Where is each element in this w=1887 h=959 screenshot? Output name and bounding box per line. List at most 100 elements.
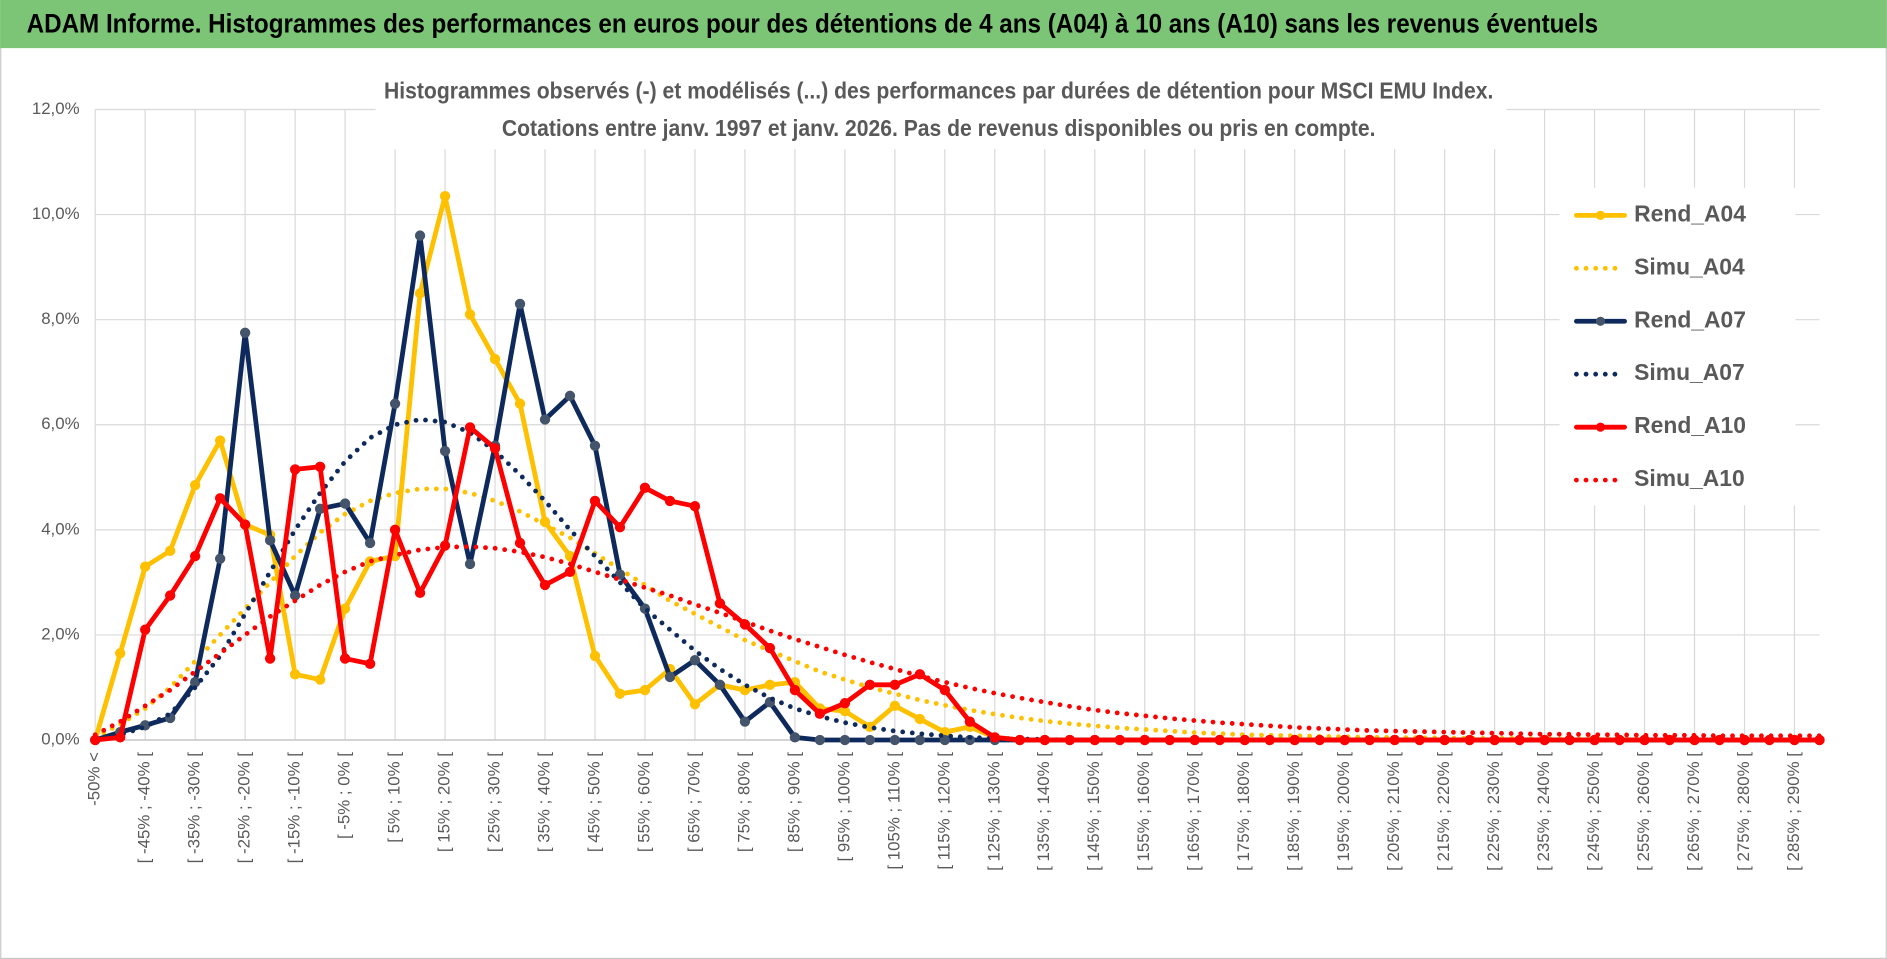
data-point bbox=[339, 653, 351, 664]
data-point bbox=[1189, 734, 1200, 746]
legend-marker bbox=[1595, 210, 1606, 220]
data-point bbox=[514, 398, 526, 409]
data-point bbox=[689, 501, 701, 512]
data-point bbox=[589, 650, 601, 662]
y-tick-label: 8,0% bbox=[41, 309, 79, 328]
data-point bbox=[314, 674, 326, 685]
x-tick-label: [ 75% ; 80% [ bbox=[734, 752, 753, 852]
x-tick-label: [ -35% ; -30% [ bbox=[185, 752, 204, 864]
x-tick-label: [ 15% ; 20% [ bbox=[435, 752, 454, 852]
data-point bbox=[839, 734, 851, 746]
x-tick-label: [ 115% ; 120% [ bbox=[934, 752, 953, 870]
data-point bbox=[614, 522, 626, 533]
data-point bbox=[140, 561, 151, 572]
data-point bbox=[1039, 734, 1050, 746]
data-point bbox=[814, 708, 826, 719]
x-tick-label: [ 165% ; 170% [ bbox=[1184, 752, 1203, 871]
data-point bbox=[140, 624, 151, 635]
data-point bbox=[239, 327, 251, 338]
data-point bbox=[1314, 734, 1325, 746]
data-point bbox=[889, 700, 901, 712]
x-tick-label: [ 185% ; 190% [ bbox=[1284, 752, 1303, 871]
legend-marker bbox=[1595, 316, 1606, 326]
data-point bbox=[764, 679, 776, 691]
data-point bbox=[239, 519, 251, 530]
x-tick-label: [ 65% ; 70% [ bbox=[684, 752, 703, 852]
legend-background bbox=[1559, 187, 1796, 506]
data-point bbox=[439, 191, 451, 202]
data-point bbox=[1289, 734, 1300, 746]
data-point bbox=[614, 688, 626, 699]
data-point bbox=[639, 684, 651, 696]
plot bbox=[90, 191, 1825, 746]
data-point bbox=[814, 734, 826, 746]
data-point bbox=[489, 353, 501, 365]
data-point bbox=[689, 699, 701, 710]
data-point bbox=[164, 545, 176, 557]
data-point bbox=[589, 440, 601, 451]
grid: 0,0% 2,0% 4,0% 6,0% 8,0% 10,0% 12,0% -50% < [ -4… bbox=[32, 99, 1820, 871]
data-point bbox=[539, 414, 551, 425]
data-point bbox=[439, 445, 451, 457]
data-point bbox=[489, 443, 501, 454]
legend-label: Rend_A07 bbox=[1634, 306, 1746, 332]
x-tick-label: [ -15% ; -10% [ bbox=[285, 752, 304, 864]
x-tick-label: [ 255% ; 260% [ bbox=[1634, 752, 1653, 871]
x-tick-label: [ 245% ; 250% [ bbox=[1584, 752, 1603, 871]
data-point bbox=[1589, 734, 1600, 746]
data-point bbox=[914, 713, 926, 725]
x-tick-label: [ 5% ; 10% [ bbox=[385, 752, 404, 843]
header-bar bbox=[0, 0, 1887, 49]
data-point bbox=[414, 288, 426, 299]
series-line bbox=[92, 424, 1822, 743]
data-point bbox=[664, 671, 676, 683]
y-tick-label: 12,0% bbox=[32, 99, 80, 118]
data-point bbox=[289, 669, 301, 680]
data-point bbox=[739, 716, 751, 727]
data-point bbox=[589, 495, 601, 507]
data-point bbox=[639, 482, 651, 493]
x-tick-label: [ 285% ; 290% [ bbox=[1784, 752, 1803, 871]
data-point bbox=[364, 658, 376, 669]
data-point bbox=[1489, 734, 1500, 746]
data-point bbox=[1164, 734, 1175, 746]
data-point bbox=[889, 734, 901, 746]
data-point bbox=[689, 654, 701, 666]
data-point bbox=[1339, 734, 1350, 746]
data-point bbox=[1464, 734, 1475, 746]
data-point bbox=[1264, 734, 1275, 746]
data-point bbox=[1539, 734, 1550, 746]
data-point bbox=[514, 298, 526, 310]
header-title: ADAM Informe. Histogrammes des performan… bbox=[27, 8, 1598, 38]
data-point bbox=[339, 603, 351, 614]
x-tick-label: [ 45% ; 50% [ bbox=[584, 752, 603, 852]
y-tick-label: 0,0% bbox=[41, 729, 79, 748]
x-tick-label: [ 105% ; 110% [ bbox=[884, 752, 903, 870]
data-point bbox=[939, 684, 951, 696]
data-point bbox=[1789, 734, 1800, 746]
data-point bbox=[964, 716, 976, 727]
legend-label: Simu_A10 bbox=[1634, 465, 1745, 491]
data-point bbox=[1239, 734, 1250, 746]
data-point bbox=[989, 732, 1000, 743]
data-point bbox=[864, 734, 876, 746]
x-tick-label: [ 155% ; 160% [ bbox=[1134, 752, 1153, 871]
data-point bbox=[1064, 734, 1075, 746]
data-point bbox=[189, 480, 201, 491]
data-point bbox=[789, 684, 801, 696]
data-point bbox=[164, 590, 176, 601]
data-point bbox=[1389, 734, 1400, 746]
x-tick-label: [ 265% ; 270% [ bbox=[1684, 752, 1703, 871]
data-point bbox=[189, 550, 201, 562]
x-tick-label: [ 195% ; 200% [ bbox=[1334, 752, 1353, 871]
data-point bbox=[1564, 734, 1575, 746]
data-point bbox=[289, 464, 301, 475]
data-point bbox=[464, 558, 476, 570]
data-point bbox=[714, 679, 726, 691]
data-point bbox=[839, 698, 851, 709]
data-point bbox=[189, 677, 201, 688]
y-tick-label: 4,0% bbox=[41, 519, 79, 538]
data-point bbox=[714, 598, 726, 609]
data-point bbox=[1114, 734, 1125, 746]
data-point bbox=[464, 422, 476, 433]
